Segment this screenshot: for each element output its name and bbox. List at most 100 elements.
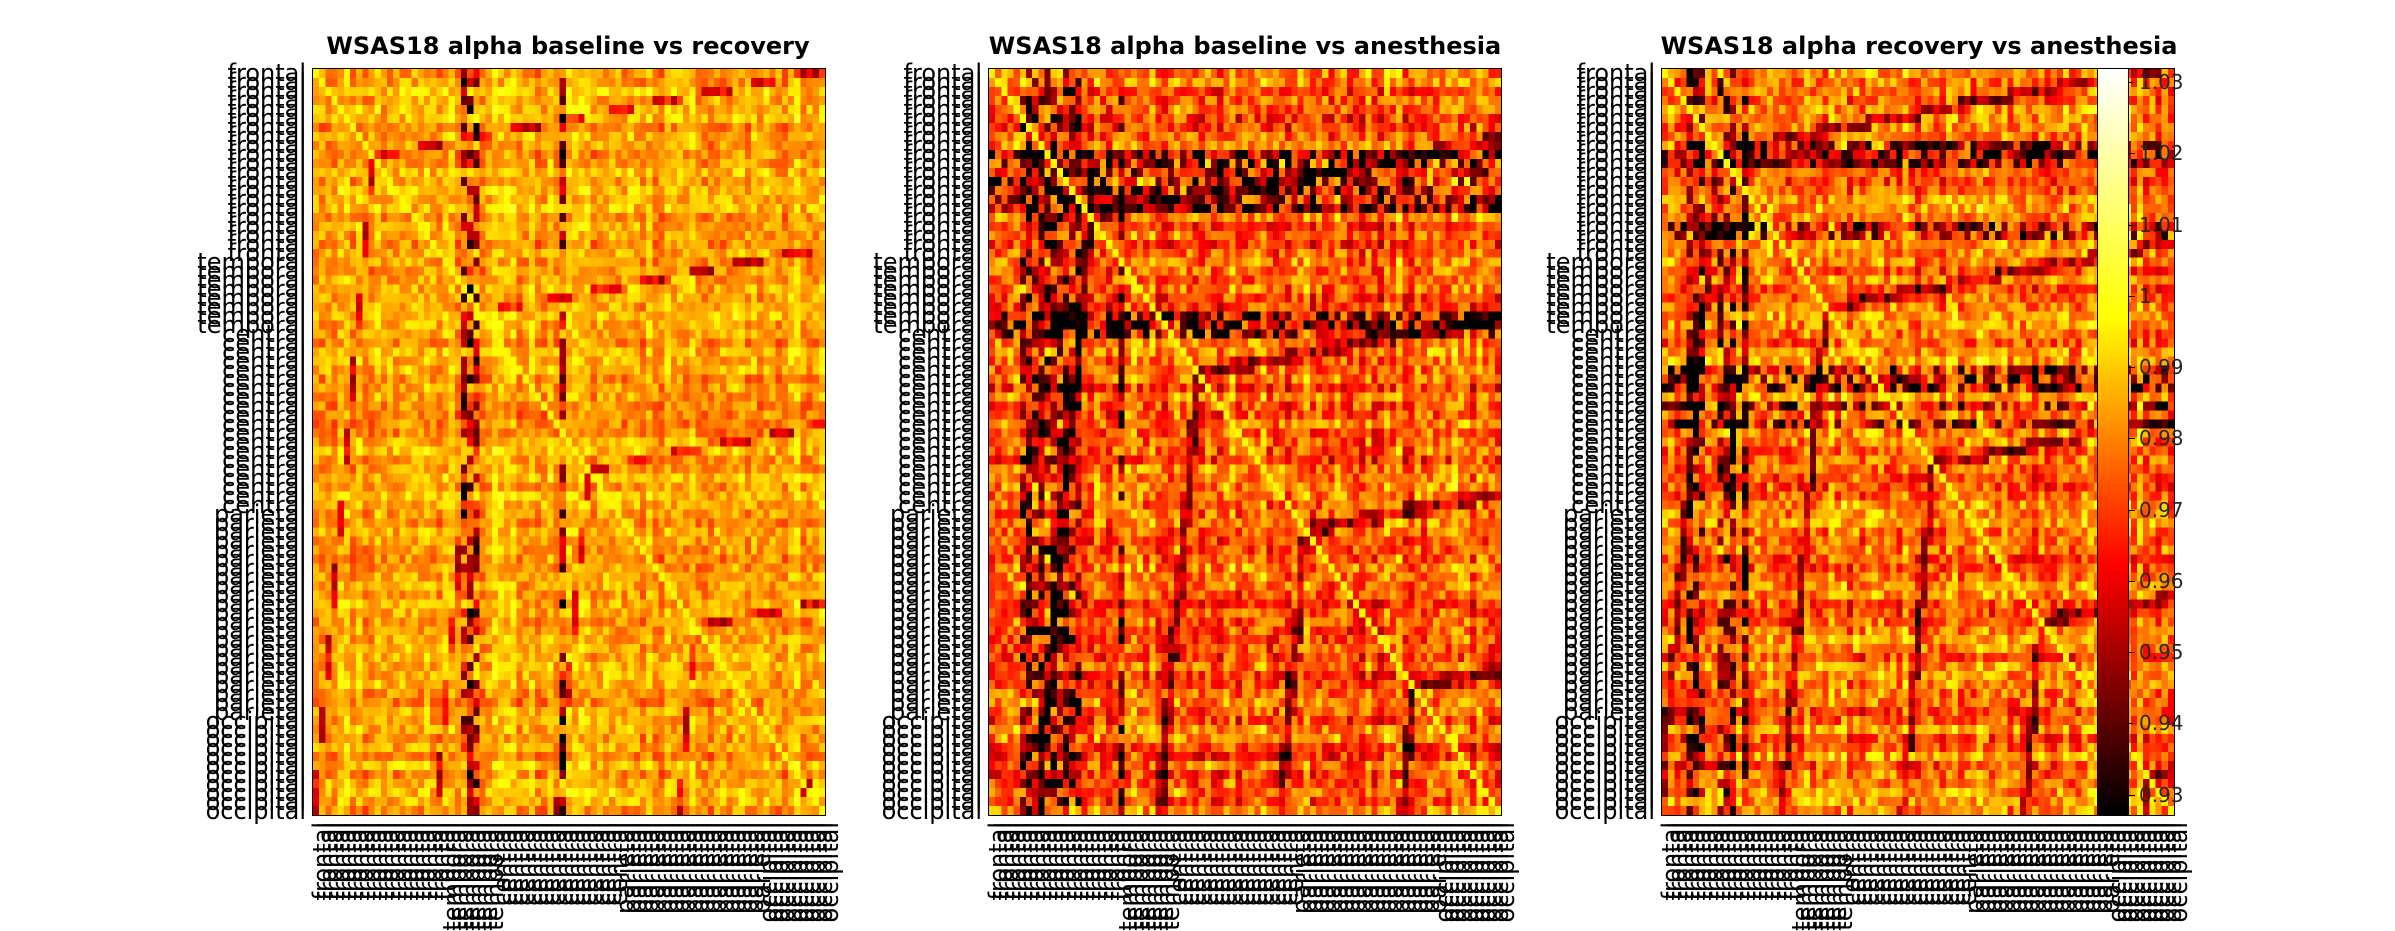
row-label: central xyxy=(222,373,306,402)
row-label: central xyxy=(1571,391,1655,420)
row-label: parietal xyxy=(1562,653,1655,682)
row-label: frontal xyxy=(1576,76,1655,105)
row-label: central xyxy=(222,391,306,420)
row-label: temporal xyxy=(1546,256,1655,285)
colorbar-tick xyxy=(2129,794,2135,796)
row-label: frontal xyxy=(903,130,982,159)
row-label: parietal xyxy=(213,617,306,646)
row-label: central xyxy=(1571,455,1655,484)
row-label: frontal xyxy=(227,67,306,96)
row-label: central xyxy=(1571,319,1655,348)
row-label: frontal xyxy=(903,220,982,249)
colorbar-tick xyxy=(2129,723,2135,725)
row-label: central xyxy=(898,346,982,375)
row-label: central xyxy=(222,473,306,502)
colorbar-tick-label: 0.99 xyxy=(2139,355,2184,380)
row-label: frontal xyxy=(1576,130,1655,159)
row-label: central xyxy=(1571,482,1655,511)
row-label: central xyxy=(222,464,306,493)
row-label: parietal xyxy=(889,689,982,718)
row-label: central xyxy=(222,382,306,411)
row-label: parietal xyxy=(1562,689,1655,718)
column-label: occipital xyxy=(2164,822,2193,923)
row-label: frontal xyxy=(227,139,306,168)
row-label: parietal xyxy=(213,635,306,664)
row-label: occipital xyxy=(205,707,306,736)
row-label: occipital xyxy=(881,707,982,736)
colorbar-tick xyxy=(2129,652,2135,654)
row-label: parietal xyxy=(213,527,306,556)
row-label: frontal xyxy=(903,175,982,204)
row-label: central xyxy=(222,455,306,484)
row-label: occipital xyxy=(205,779,306,808)
row-label: temporal xyxy=(873,265,982,294)
heatmap-baseline-vs-recovery xyxy=(312,68,826,816)
row-label: parietal xyxy=(213,545,306,574)
panel-2-row-labels: frontal frontal frontal frontal frontal front… xyxy=(700,61,982,824)
row-label: frontal xyxy=(227,130,306,159)
panel-3-row-labels: frontal frontal frontal frontal frontal front… xyxy=(1380,61,1655,824)
row-label: parietal xyxy=(889,635,982,664)
row-label: occipital xyxy=(1554,779,1655,808)
row-label: central xyxy=(1571,373,1655,402)
row-label: occipital xyxy=(1554,734,1655,763)
row-label: central xyxy=(898,319,982,348)
panel-1-row-labels: frontal frontal frontal frontal frontal front… xyxy=(0,61,306,824)
row-label: occipital xyxy=(205,761,306,790)
row-label: central xyxy=(898,464,982,493)
row-label: frontal xyxy=(903,211,982,240)
row-label: frontal xyxy=(903,148,982,177)
row-label: central xyxy=(1571,355,1655,384)
row-label: occipital xyxy=(205,734,306,763)
colorbar-tick-label: 0.98 xyxy=(2139,426,2184,451)
row-label: frontal xyxy=(227,166,306,195)
row-label: parietal xyxy=(889,680,982,709)
row-label: frontal xyxy=(1576,67,1655,96)
row-label: central xyxy=(898,373,982,402)
row-label: central xyxy=(222,446,306,475)
row-label: parietal xyxy=(889,554,982,583)
row-label: frontal xyxy=(903,58,982,87)
row-label: parietal xyxy=(1562,536,1655,565)
row-label: frontal xyxy=(903,229,982,258)
row-label: parietal xyxy=(213,662,306,691)
row-label: frontal xyxy=(903,94,982,123)
row-label: parietal xyxy=(889,509,982,538)
row-label: parietal xyxy=(213,536,306,565)
row-label: central xyxy=(898,473,982,502)
row-label: central xyxy=(1571,491,1655,520)
row-label: central xyxy=(222,437,306,465)
row-label: central xyxy=(1571,464,1655,493)
row-label: central xyxy=(898,382,982,411)
row-label: central xyxy=(898,355,982,384)
row-label: frontal xyxy=(903,103,982,132)
row-label: frontal xyxy=(1576,148,1655,177)
row-label: occipital xyxy=(205,788,306,817)
row-label: central xyxy=(222,355,306,384)
row-label: central xyxy=(898,491,982,520)
row-label: frontal xyxy=(1576,184,1655,213)
row-label: frontal xyxy=(903,157,982,186)
row-label: occipital xyxy=(881,716,982,745)
row-label: frontal xyxy=(1576,85,1655,114)
row-label: frontal xyxy=(903,166,982,195)
row-label: occipital xyxy=(881,788,982,817)
row-label: occipital xyxy=(1554,752,1655,781)
row-label: parietal xyxy=(1562,599,1655,628)
row-label: parietal xyxy=(213,698,306,727)
row-label: parietal xyxy=(213,509,306,538)
row-label: parietal xyxy=(213,680,306,709)
row-label: frontal xyxy=(227,76,306,105)
row-label: occipital xyxy=(881,734,982,763)
row-label: central xyxy=(898,455,982,484)
row-label: frontal xyxy=(227,94,306,123)
row-label: parietal xyxy=(213,563,306,592)
row-label: parietal xyxy=(889,590,982,619)
row-label: central xyxy=(1571,328,1655,357)
row-label: frontal xyxy=(1576,121,1655,150)
row-label: parietal xyxy=(889,527,982,556)
row-label: occipital xyxy=(881,779,982,808)
row-label: temporal xyxy=(1546,265,1655,294)
row-label: occipital xyxy=(205,743,306,772)
